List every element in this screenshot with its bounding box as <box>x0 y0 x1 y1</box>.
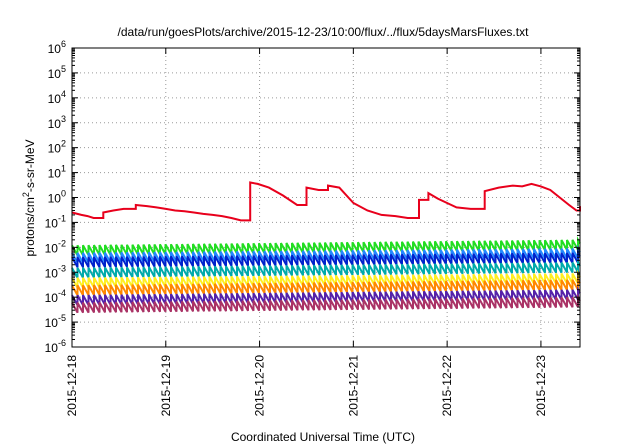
x-tick-label: 2015-12-19 <box>159 355 173 417</box>
y-axis-label-rest: -s-sr-MeV <box>23 139 37 192</box>
y-axis-label-sup: 2 <box>21 192 31 197</box>
y-tick-label: 10-2 <box>45 238 66 255</box>
y-tick-label: 105 <box>48 64 66 81</box>
x-tick-label: 2015-12-20 <box>253 355 267 417</box>
series-line-1 <box>71 181 581 222</box>
x-axis-ticks: 2015-12-18 2015-12-19 2015-12-20 2015-12-21… <box>65 48 548 416</box>
y-tick-label: 101 <box>48 164 66 181</box>
y-axis-label: protons/cm2-s-sr-MeV <box>21 139 37 256</box>
x-axis-label: Coordinated Universal Time (UTC) <box>231 430 415 444</box>
y-axis-label-base: protons/cm <box>23 197 37 256</box>
series-line-7 <box>71 275 581 296</box>
series-line-4 <box>71 249 581 268</box>
y-tick-label: 102 <box>48 139 66 156</box>
series-line-9 <box>71 293 581 314</box>
x-tick-label: 2015-12-23 <box>534 355 548 417</box>
y-tick-label: 103 <box>48 114 66 131</box>
y-tick-label: 104 <box>48 89 66 106</box>
chart-title: /data/run/goesPlots/archive/2015-12-23/1… <box>118 25 530 39</box>
y-tick-label: 100 <box>48 189 66 206</box>
y-tick-label: 10-3 <box>45 263 66 280</box>
series-line-5 <box>71 258 581 279</box>
y-tick-label: 10-5 <box>45 313 66 330</box>
y-tick-label: 10-6 <box>45 338 66 355</box>
x-tick-label: 2015-12-18 <box>65 355 79 417</box>
y-tick-label: 10-1 <box>45 213 66 230</box>
y-axis-ticks: 10-6 10-5 10-4 10-3 10-2 10-1 100 101 102 103 104 1… <box>45 39 580 355</box>
x-tick-label: 2015-12-22 <box>440 355 454 417</box>
x-tick-label: 2015-12-21 <box>346 355 360 417</box>
y-tick-label: 10-4 <box>45 288 66 305</box>
y-tick-label: 106 <box>48 39 66 56</box>
series-group <box>71 181 581 314</box>
